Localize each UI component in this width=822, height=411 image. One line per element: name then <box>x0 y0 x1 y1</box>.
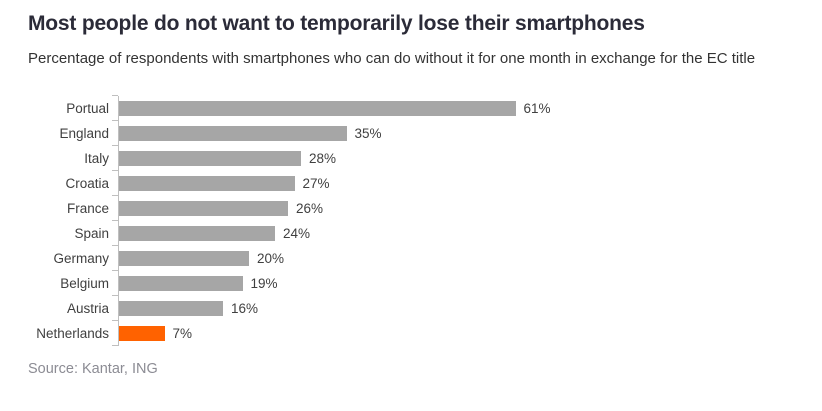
chart-subtitle: Percentage of respondents with smartphon… <box>28 50 756 67</box>
chart-row: Germany 20% <box>28 245 794 271</box>
bar <box>119 200 288 216</box>
bar-cell: 35% <box>112 120 794 146</box>
value-label: 24% <box>283 225 311 241</box>
chart-rows: Portual 61% England 35% Italy 28% Croati… <box>28 95 794 346</box>
bar <box>119 325 165 341</box>
value-label: 20% <box>257 250 285 266</box>
chart-row: England 35% <box>28 120 794 146</box>
value-label: 61% <box>523 100 551 116</box>
chart-title: Most people do not want to temporarily l… <box>28 12 645 35</box>
page: Most people do not want to temporarily l… <box>28 12 794 377</box>
bar-cell: 24% <box>112 220 794 246</box>
category-label: Belgium <box>60 275 109 291</box>
category-label: Italy <box>84 150 109 166</box>
chart-row: France 26% <box>28 195 794 221</box>
bar <box>119 125 347 141</box>
bar <box>119 150 301 166</box>
chart-row: Portual 61% <box>28 95 794 121</box>
bar-cell: 28% <box>112 145 794 171</box>
bar-cell: 20% <box>112 245 794 271</box>
value-label: 28% <box>309 150 337 166</box>
bar-cell: 27% <box>112 170 794 196</box>
category-label: Austria <box>66 300 109 316</box>
chart-row: Spain 24% <box>28 220 794 246</box>
category-label: Croatia <box>65 175 109 191</box>
bar <box>119 250 249 266</box>
category-label: Spain <box>74 225 109 241</box>
chart-row: Netherlands 7% <box>28 320 794 346</box>
value-label: 35% <box>354 125 382 141</box>
source-note: Source: Kantar, ING <box>28 360 158 377</box>
value-label: 27% <box>302 175 330 191</box>
bar-cell: 26% <box>112 195 794 221</box>
bar <box>119 275 243 291</box>
bar <box>119 225 275 241</box>
value-label: 7% <box>172 325 193 341</box>
chart-row: Italy 28% <box>28 145 794 171</box>
value-label: 19% <box>250 275 278 291</box>
bar-cell: 7% <box>112 320 794 346</box>
chart-row: Croatia 27% <box>28 170 794 196</box>
bar <box>119 300 223 316</box>
bar <box>119 175 295 191</box>
category-label: France <box>66 200 109 216</box>
value-label: 26% <box>296 200 324 216</box>
bar-cell: 16% <box>112 295 794 321</box>
category-label: Portual <box>66 100 109 116</box>
chart-row: Belgium 19% <box>28 270 794 296</box>
bar-cell: 19% <box>112 270 794 296</box>
chart-row: Austria 16% <box>28 295 794 321</box>
category-label: Netherlands <box>36 325 109 341</box>
value-label: 16% <box>231 300 259 316</box>
bar-chart: Portual 61% England 35% Italy 28% Croati… <box>28 95 794 346</box>
category-label: Germany <box>53 250 109 266</box>
bar <box>119 100 516 116</box>
category-label: England <box>59 125 109 141</box>
bar-cell: 61% <box>112 95 794 121</box>
